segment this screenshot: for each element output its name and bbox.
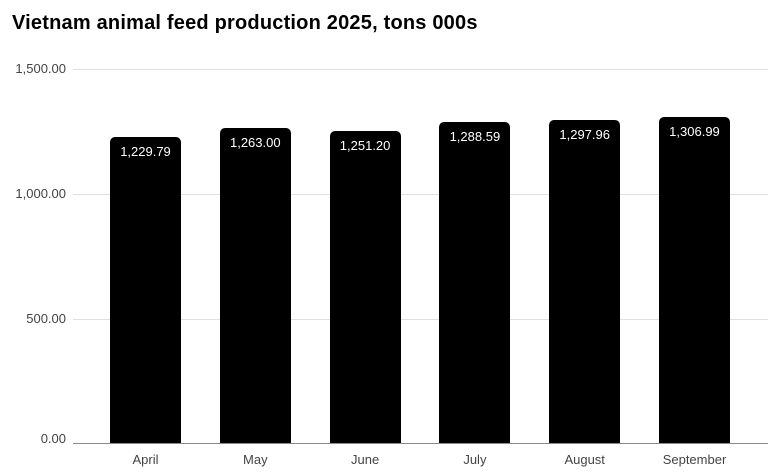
bars-row: 1,229.79 April 1,263.00 May 1,251.20 June 1,28…	[110, 69, 730, 467]
y-axis-tick-label: 500.00	[26, 311, 66, 326]
plot-area: 1,229.79 April 1,263.00 May 1,251.20 June 1,28…	[73, 69, 768, 467]
bar-value-annotation: 1,229.79	[120, 143, 171, 159]
bar-value-annotation: 1,297.96	[559, 126, 610, 142]
x-axis-category-label: September	[662, 452, 727, 467]
bar-april: 1,229.79	[110, 136, 181, 444]
x-axis-category-label: April	[132, 452, 159, 467]
y-axis-tick-label: 1,000.00	[15, 186, 66, 201]
x-axis-category-label: August	[564, 452, 605, 467]
bar-slot: 1,288.59 July	[439, 69, 511, 467]
x-axis-category-label: May	[243, 452, 268, 467]
x-axis-category-label: July	[463, 452, 487, 467]
gridline	[73, 194, 768, 195]
gridline	[73, 69, 768, 70]
bar-slot: 1,297.96 August	[549, 69, 621, 467]
x-axis-category-label: June	[350, 452, 380, 467]
y-axis-tick-label: 0.00	[40, 431, 66, 446]
x-axis-baseline	[73, 443, 768, 444]
bar-may: 1,263.00	[219, 128, 291, 444]
bar-value-annotation: 1,288.59	[449, 128, 501, 144]
bar-value-annotation: 1,251.20	[339, 138, 391, 154]
bar-slot: 1,229.79 April	[110, 69, 181, 467]
bar-value-annotation: 1,263.00	[229, 135, 281, 151]
bar-slot: 1,263.00 May	[219, 69, 291, 467]
bar-august: 1,297.96	[549, 119, 621, 444]
bar-july: 1,288.59	[439, 121, 511, 444]
gridline	[73, 319, 768, 320]
chart-title: Vietnam animal feed production 2025, ton…	[12, 12, 478, 34]
bar-slot: 1,306.99 September	[658, 69, 730, 467]
bar-september: 1,306.99	[658, 117, 730, 444]
bar-slot: 1,251.20 June	[329, 69, 401, 467]
y-axis-tick-label: 1,500.00	[15, 61, 66, 76]
bar-value-annotation: 1,306.99	[669, 124, 720, 140]
bar-june: 1,251.20	[329, 131, 401, 444]
